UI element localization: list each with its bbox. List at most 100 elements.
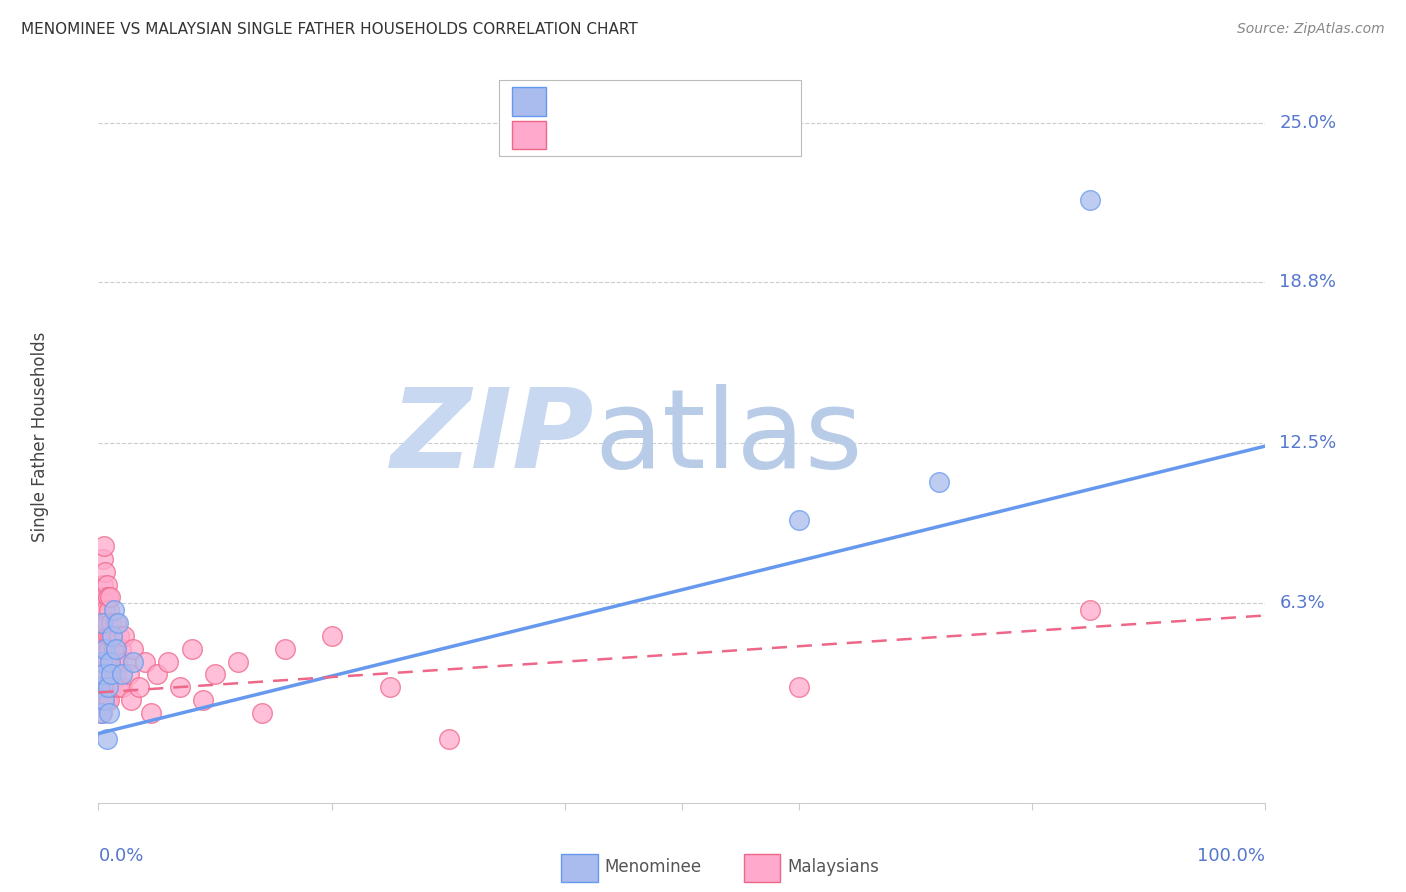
- Point: [97, 693, 120, 707]
- Text: N = 73: N = 73: [659, 126, 721, 144]
- Point: [91, 655, 114, 669]
- Point: [94, 603, 117, 617]
- Point: [89, 681, 111, 695]
- Point: [139, 706, 162, 720]
- Point: [90, 667, 112, 681]
- Text: R = 0.029: R = 0.029: [554, 126, 637, 144]
- Point: [97, 603, 120, 617]
- Point: [104, 655, 127, 669]
- Point: [94, 641, 117, 656]
- Point: [122, 655, 145, 669]
- Text: 0.0%: 0.0%: [98, 847, 143, 864]
- Point: [110, 641, 132, 656]
- Text: Source: ZipAtlas.com: Source: ZipAtlas.com: [1237, 22, 1385, 37]
- Point: [146, 667, 169, 681]
- Point: [93, 539, 115, 553]
- Point: [122, 641, 145, 656]
- Point: [111, 667, 134, 681]
- Point: [94, 565, 117, 579]
- Point: [98, 591, 121, 605]
- Text: Single Father Households: Single Father Households: [31, 332, 49, 542]
- Point: [107, 616, 129, 631]
- Point: [157, 655, 180, 669]
- Point: [101, 629, 124, 643]
- Point: [111, 681, 134, 695]
- Text: atlas: atlas: [595, 384, 863, 491]
- Point: [89, 655, 111, 669]
- Point: [97, 591, 120, 605]
- Point: [96, 616, 118, 631]
- Point: [104, 616, 127, 631]
- Point: [96, 577, 118, 591]
- Text: ZIP: ZIP: [391, 384, 595, 491]
- Point: [103, 641, 125, 656]
- Point: [90, 655, 112, 669]
- Text: 25.0%: 25.0%: [1279, 113, 1337, 132]
- Point: [321, 629, 343, 643]
- Point: [169, 681, 191, 695]
- Point: [101, 629, 124, 643]
- Point: [98, 655, 121, 669]
- Point: [96, 655, 118, 669]
- Point: [93, 693, 115, 707]
- Point: [91, 693, 114, 707]
- Point: [90, 706, 112, 720]
- Point: [97, 641, 120, 656]
- Point: [128, 681, 150, 695]
- Point: [90, 667, 112, 681]
- Text: 18.8%: 18.8%: [1279, 273, 1337, 291]
- Point: [90, 629, 112, 643]
- Point: [118, 667, 141, 681]
- Point: [928, 475, 950, 489]
- Point: [91, 616, 114, 631]
- Point: [204, 667, 226, 681]
- Point: [93, 591, 115, 605]
- Point: [108, 629, 131, 643]
- Point: [250, 706, 273, 720]
- Point: [101, 681, 124, 695]
- Point: [112, 629, 135, 643]
- Point: [105, 655, 128, 669]
- Point: [90, 603, 112, 617]
- Text: N = 21: N = 21: [659, 93, 721, 111]
- Text: 6.3%: 6.3%: [1279, 593, 1324, 612]
- Point: [97, 681, 120, 695]
- Point: [100, 667, 122, 681]
- Point: [91, 552, 114, 566]
- Point: [103, 603, 125, 617]
- Point: [228, 655, 250, 669]
- Point: [97, 706, 120, 720]
- Point: [380, 681, 402, 695]
- Point: [91, 667, 114, 681]
- Point: [89, 681, 111, 695]
- Text: Malaysians: Malaysians: [787, 858, 879, 876]
- Point: [90, 616, 112, 631]
- Text: MENOMINEE VS MALAYSIAN SINGLE FATHER HOUSEHOLDS CORRELATION CHART: MENOMINEE VS MALAYSIAN SINGLE FATHER HOU…: [21, 22, 638, 37]
- Point: [787, 514, 810, 528]
- Point: [98, 629, 121, 643]
- Point: [180, 641, 202, 656]
- Point: [93, 693, 115, 707]
- Point: [94, 681, 117, 695]
- Point: [94, 641, 117, 656]
- Point: [100, 667, 122, 681]
- Point: [107, 681, 129, 695]
- Point: [104, 641, 127, 656]
- Text: Menominee: Menominee: [605, 858, 702, 876]
- Point: [97, 629, 120, 643]
- Point: [90, 591, 112, 605]
- Point: [100, 616, 122, 631]
- Text: 100.0%: 100.0%: [1198, 847, 1265, 864]
- Point: [96, 731, 118, 746]
- Point: [274, 641, 297, 656]
- Point: [90, 693, 112, 707]
- Point: [91, 577, 114, 591]
- Point: [93, 616, 115, 631]
- Point: [89, 616, 111, 631]
- Text: R = 0.522: R = 0.522: [554, 93, 637, 111]
- Point: [98, 681, 121, 695]
- Point: [96, 693, 118, 707]
- Point: [1080, 603, 1102, 617]
- Point: [1080, 193, 1102, 207]
- Point: [437, 731, 460, 746]
